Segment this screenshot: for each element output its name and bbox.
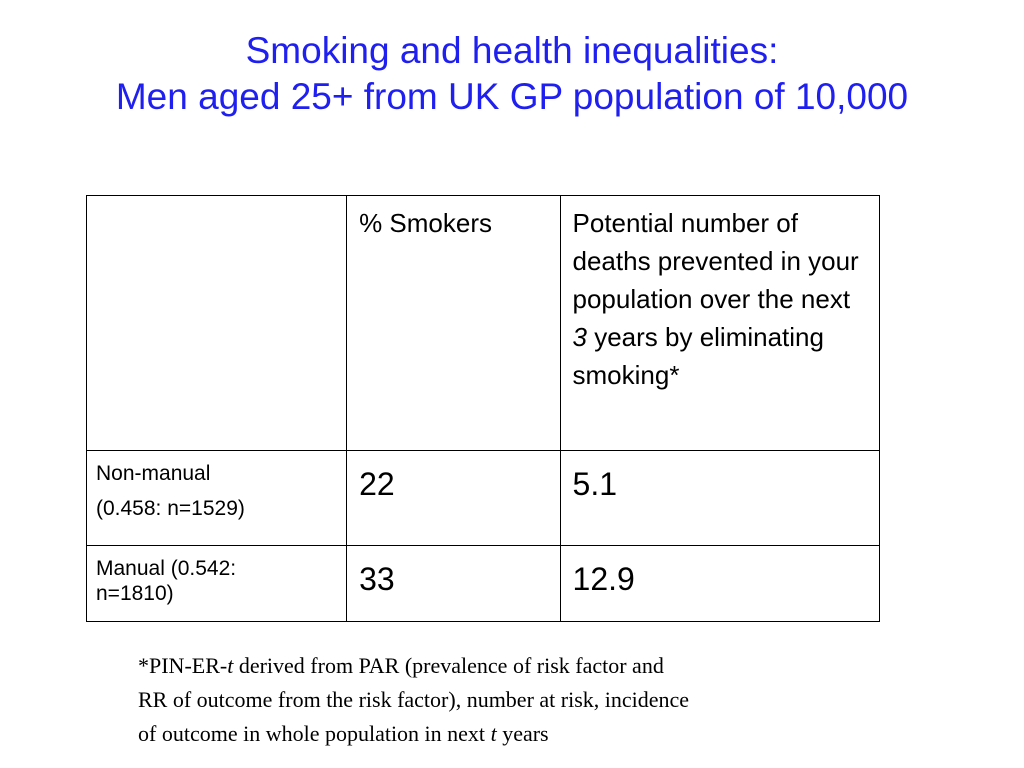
row-label-line: n=1810)	[96, 582, 174, 605]
footnote-text: years	[496, 721, 549, 746]
row-label-line: Manual (0.542:	[96, 557, 237, 580]
row-label-non-manual: Non-manual (0.458: n=1529)	[85, 450, 348, 546]
smokers-value: 33	[346, 545, 561, 622]
table-row: Non-manual (0.458: n=1529) 22 5.1	[85, 450, 881, 546]
header-deaths-text-1: Potential number of deaths prevented in …	[572, 208, 859, 314]
slide-title-line-2: Men aged 25+ from UK GP population of 10…	[115, 76, 909, 117]
header-deaths-cell: Potential number of deaths prevented in …	[559, 195, 881, 451]
deaths-value: 12.9	[559, 545, 881, 622]
footnote: *PIN-ER-t derived from PAR (prevalence o…	[138, 649, 898, 751]
footnote-text: *PIN-ER-	[138, 653, 228, 678]
header-empty-cell	[85, 195, 348, 451]
header-deaths-text-2: years by eliminating smoking*	[572, 322, 824, 390]
header-smokers-cell: % Smokers	[346, 195, 561, 451]
footnote-text: derived from PAR (prevalence of risk fac…	[233, 653, 664, 678]
smoking-deaths-table: % Smokers Potential number of deaths pre…	[85, 195, 881, 622]
footnote-t-variable: t	[490, 721, 497, 746]
footnote-t-variable: t	[227, 653, 234, 678]
header-deaths-years-number: 3	[572, 322, 587, 352]
slide-title-line-1: Smoking and health inequalities:	[245, 30, 779, 71]
table-row: Manual (0.542: n=1810) 33 12.9	[85, 545, 881, 622]
footnote-text: of outcome in whole population in next	[138, 721, 491, 746]
footnote-line-1: *PIN-ER-t derived from PAR (prevalence o…	[138, 649, 898, 683]
footnote-line-3: of outcome in whole population in next t…	[138, 717, 898, 751]
deaths-value: 5.1	[559, 450, 881, 546]
footnote-line-2: RR of outcome from the risk factor), num…	[138, 687, 690, 712]
row-label-manual: Manual (0.542: n=1810)	[85, 545, 348, 622]
row-label-line: Non-manual	[96, 462, 211, 485]
table-header-row: % Smokers Potential number of deaths pre…	[85, 195, 881, 451]
row-label-line: (0.458: n=1529)	[96, 497, 245, 520]
slide-title: Smoking and health inequalities: Men age…	[0, 28, 1024, 120]
smokers-value: 22	[346, 450, 561, 546]
header-smokers-label: % Smokers	[359, 208, 492, 238]
